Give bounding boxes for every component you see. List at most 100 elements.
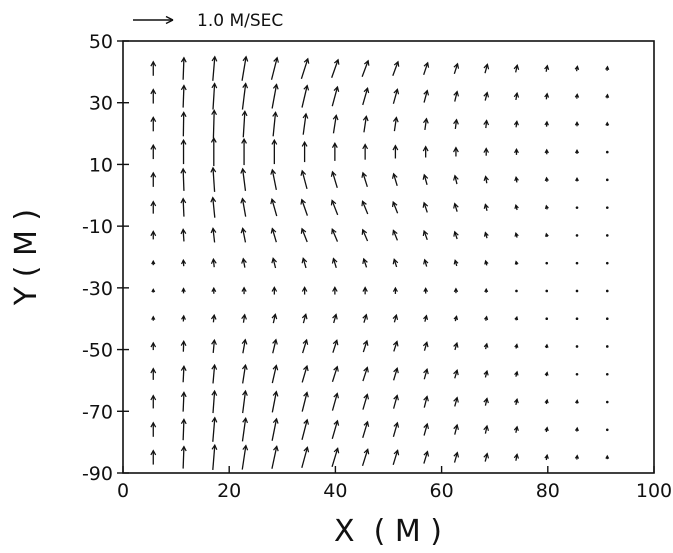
vector-arrow (423, 287, 429, 294)
vector-arrow (544, 371, 549, 377)
y-axis-label: Y ( M ) (9, 209, 44, 306)
vector-arrow (362, 143, 369, 160)
vector-arrow (362, 420, 370, 438)
vector-arrow (180, 391, 187, 412)
vector-arrow (574, 399, 579, 404)
vector-arrow (362, 115, 369, 133)
vector-arrow (605, 428, 609, 432)
vector-arrow (362, 339, 369, 353)
vector-arrow (423, 61, 430, 75)
vector-arrow (150, 230, 157, 240)
vector-arrow (544, 64, 550, 72)
vector-arrow (514, 370, 519, 377)
vector-arrow (544, 120, 549, 127)
vector-arrow (453, 62, 460, 74)
vector-arrow (392, 60, 400, 76)
vector-arrow (150, 60, 157, 76)
vector-arrow (362, 257, 368, 268)
vector-arrow (483, 231, 489, 239)
vector-arrow (574, 149, 580, 154)
vector-arrow (453, 118, 459, 129)
vector-arrow (453, 90, 460, 102)
vector-arrow (483, 147, 490, 156)
x-axis-label: X ( M ) (334, 514, 442, 549)
vector-arrow (605, 150, 609, 154)
vector-arrow (391, 200, 399, 214)
y-tick-label--30: -30 (82, 278, 113, 300)
vector-arrow (331, 365, 339, 383)
vector-arrow (484, 287, 489, 293)
vector-arrow (332, 313, 338, 324)
vector-arrow (301, 391, 309, 412)
vector-arrow (453, 369, 459, 379)
vector-arrow (423, 450, 430, 464)
vector-arrow (392, 313, 399, 323)
vector-arrow (453, 174, 459, 185)
vector-arrow (180, 56, 187, 80)
vector-arrow (271, 257, 277, 269)
vector-arrow (544, 398, 549, 405)
y-tick-label--90: -90 (82, 463, 113, 485)
vector-arrow (180, 167, 187, 191)
vector-arrow (575, 261, 579, 265)
vector-arrow (392, 258, 399, 268)
vector-arrow (150, 341, 157, 351)
vector-arrow (422, 145, 429, 158)
y-tick-label--70: -70 (82, 401, 113, 423)
vector-arrow (241, 363, 248, 384)
vector-arrow (330, 199, 339, 216)
vector-arrow (271, 390, 279, 413)
vector-arrow (605, 454, 610, 460)
vector-arrow (210, 166, 217, 192)
vector-arrow (423, 89, 430, 103)
vector-arrow (361, 200, 369, 215)
reference-arrow-head (165, 15, 174, 25)
vector-arrow (241, 55, 249, 81)
vector-arrow (151, 259, 156, 266)
vector-arrow (574, 426, 579, 432)
vector-arrow (453, 341, 459, 351)
vector-arrow (513, 453, 520, 461)
vector-arrow (453, 230, 459, 240)
vector-arrow (362, 366, 369, 382)
vector-arrow (181, 314, 186, 322)
vector-arrow (271, 445, 279, 469)
vector-arrow (453, 423, 459, 435)
vector-arrow (330, 170, 338, 189)
vector-arrow (181, 258, 187, 267)
vector-arrow (332, 114, 339, 134)
vector-arrow (150, 421, 157, 437)
vector-arrow (180, 111, 187, 137)
vector-arrow (211, 286, 217, 294)
vector-arrow (331, 228, 339, 242)
vector-arrow (240, 197, 247, 217)
vector-arrow (361, 448, 370, 466)
vector-arrow (605, 234, 609, 237)
vector-arrow (331, 447, 340, 467)
vector-arrow (392, 340, 399, 352)
vector-arrow (574, 65, 580, 72)
vector-arrow (302, 112, 309, 135)
vector-arrow (392, 367, 399, 381)
vector-arrow (362, 86, 370, 106)
vector-arrow (150, 143, 157, 160)
vector-arrow (483, 424, 490, 434)
vector-arrow (544, 204, 549, 210)
vector-arrow (423, 422, 429, 436)
vector-arrow (301, 286, 308, 295)
vector-arrow (180, 228, 187, 242)
reference-vector-label: 1.0 M/SEC (197, 11, 283, 31)
vector-arrow (210, 313, 217, 323)
vector-arrow (545, 289, 549, 293)
vector-arrow (150, 116, 157, 132)
vector-arrow (241, 286, 247, 295)
vector-arrow (211, 389, 218, 414)
vector-arrow (270, 198, 278, 217)
vector-arrow (422, 173, 429, 186)
vector-arrow (453, 146, 459, 157)
vector-arrow (605, 121, 610, 126)
vector-arrow (392, 449, 400, 465)
vector-arrow (453, 396, 459, 407)
vector-arrow (575, 317, 579, 321)
vector-arrow (392, 286, 398, 294)
